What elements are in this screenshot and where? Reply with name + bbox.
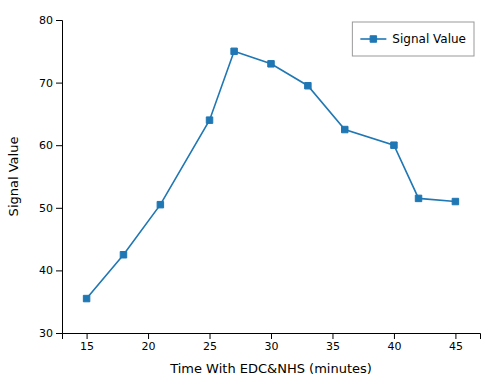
y-axis: 30 40 50 60 70 80 [39, 14, 63, 340]
x-axis-tick-label: 30 [265, 340, 279, 353]
y-axis-tick-mark [56, 208, 62, 209]
marker [415, 195, 421, 201]
legend: Signal Value [352, 22, 474, 56]
y-axis-tick-mark [56, 270, 62, 271]
x-axis-tick: 25 [203, 333, 217, 353]
marker [342, 126, 348, 132]
x-axis-tick-mark [271, 333, 272, 339]
plot-area: 15 20 25 30 35 40 45 30 40 50 60 70 80 Time With EDC&… [6, 14, 481, 376]
x-axis-title: Time With EDC&NHS (minutes) [169, 361, 372, 376]
x-axis-tick-label: 20 [142, 340, 156, 353]
marker [305, 82, 311, 88]
marker [157, 201, 163, 207]
legend-frame [352, 22, 474, 56]
y-axis-tick-label: 50 [39, 202, 53, 215]
marker [391, 142, 397, 148]
x-axis-tick: 45 [449, 333, 463, 353]
x-axis-tick-mark [148, 333, 149, 339]
y-axis-tick-mark [56, 333, 62, 334]
legend-item: Signal Value [360, 32, 466, 46]
x-axis-tick-label: 15 [80, 340, 94, 353]
x-axis-tick-mark [394, 333, 395, 339]
marker [83, 295, 89, 301]
marker [268, 61, 274, 67]
x-axis-tick-label: 45 [449, 340, 463, 353]
y-axis-tick: 80 [39, 14, 62, 27]
marker [120, 252, 126, 258]
y-axis-tick: 60 [39, 139, 62, 152]
x-axis-line [63, 334, 481, 340]
y-axis-tick-label: 30 [39, 327, 53, 340]
legend-label: Signal Value [392, 32, 466, 46]
data-layer [83, 48, 458, 302]
y-axis-tick-mark [56, 145, 62, 146]
y-axis-title: Signal Value [6, 137, 21, 217]
y-axis-tick-label: 60 [39, 139, 53, 152]
marker [231, 48, 237, 54]
x-axis-tick-mark [332, 333, 333, 339]
x-axis-tick: 15 [80, 333, 94, 353]
marker [452, 198, 458, 204]
y-axis-tick-mark [56, 20, 62, 21]
x-axis-tick: 30 [265, 333, 279, 353]
y-axis-line [56, 21, 63, 334]
y-axis-tick-label: 80 [39, 14, 53, 27]
chart: 15 20 25 30 35 40 45 30 40 50 60 70 80 Time With EDC&… [0, 0, 500, 385]
x-axis-tick-mark [455, 333, 456, 339]
line [87, 51, 456, 298]
y-axis-tick-label: 40 [39, 264, 53, 277]
y-axis-tick: 50 [39, 202, 62, 215]
x-axis-tick: 20 [142, 333, 156, 353]
x-axis-tick-label: 25 [203, 340, 217, 353]
y-axis-tick-label: 70 [39, 77, 53, 90]
x-axis-tick-mark [210, 333, 211, 339]
x-axis: 15 20 25 30 35 40 45 [63, 333, 481, 353]
y-axis-tick: 70 [39, 77, 62, 90]
x-axis-tick-mark [87, 333, 88, 339]
x-axis-tick-label: 40 [387, 340, 401, 353]
x-axis-tick-label: 35 [326, 340, 340, 353]
legend-marker [370, 36, 376, 42]
x-axis-tick: 35 [326, 333, 340, 353]
y-axis-tick-mark [56, 83, 62, 84]
y-axis-tick: 40 [39, 264, 62, 277]
marker [206, 117, 212, 123]
x-axis-tick: 40 [387, 333, 401, 353]
y-axis-tick: 30 [39, 327, 62, 340]
